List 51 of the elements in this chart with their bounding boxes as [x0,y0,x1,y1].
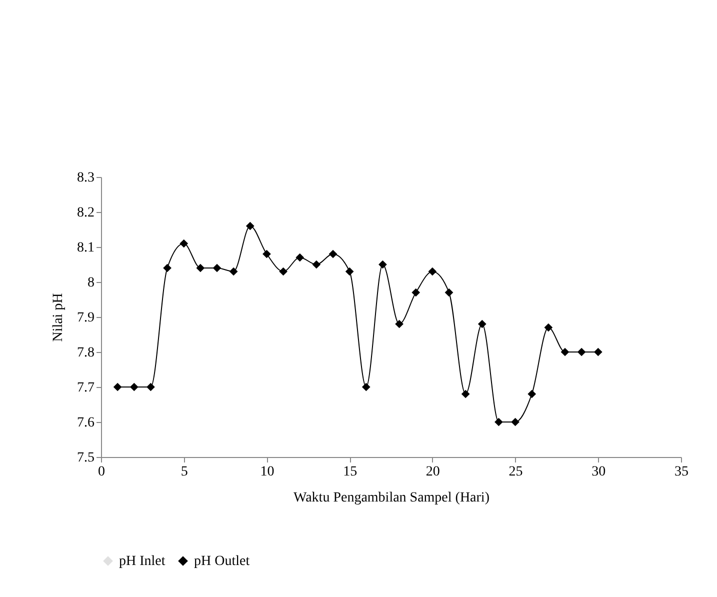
point [163,264,172,272]
y-tick-label: 8 [88,276,94,290]
point [262,250,271,258]
x-tick-label: 25 [508,464,523,480]
x-axis-title: Waktu Pengambilan Sampel (Hari) [294,490,490,506]
y-tick-label: 7.7 [77,380,94,396]
point [511,418,520,426]
y-tick-label: 7.5 [77,450,94,466]
x-tick-label: 0 [98,464,105,480]
x-tick-label: 30 [592,464,606,480]
point [229,267,238,276]
point [444,288,454,297]
point [594,348,602,356]
y-tick-label: 8.1 [77,240,94,256]
point [180,239,188,248]
y-tick-label: 7.6 [77,416,94,430]
legend-label: pH Inlet [119,554,166,569]
y-tick-label: 8.3 [77,170,94,186]
point [461,390,470,398]
point [113,382,122,392]
point [345,267,354,276]
point [196,264,205,272]
point [428,267,437,276]
legend-label: pH Outlet [194,554,250,569]
point [296,253,304,262]
point [412,288,420,297]
point [362,382,370,392]
point [328,250,338,258]
point [560,348,570,356]
point [577,348,586,356]
x-tick-label: 15 [343,464,358,480]
x-tick-label: 20 [426,464,440,480]
y-axis-title: Nilai pH [51,293,66,342]
point [312,260,321,269]
y-tick-label: 7.8 [77,346,94,360]
point [395,320,404,328]
point [246,222,254,230]
x-tick-label: 5 [180,464,188,480]
point [279,267,288,276]
point [478,320,486,328]
x-tick-label: 35 [674,464,688,480]
point [212,264,222,272]
point [528,390,536,398]
point [494,418,503,426]
y-tick-label: 8.2 [77,206,94,220]
x-tick-label: 10 [260,464,274,480]
point [544,323,553,332]
point [146,382,155,392]
point [378,260,387,269]
point [130,382,138,392]
y-tick-label: 7.9 [77,310,94,326]
